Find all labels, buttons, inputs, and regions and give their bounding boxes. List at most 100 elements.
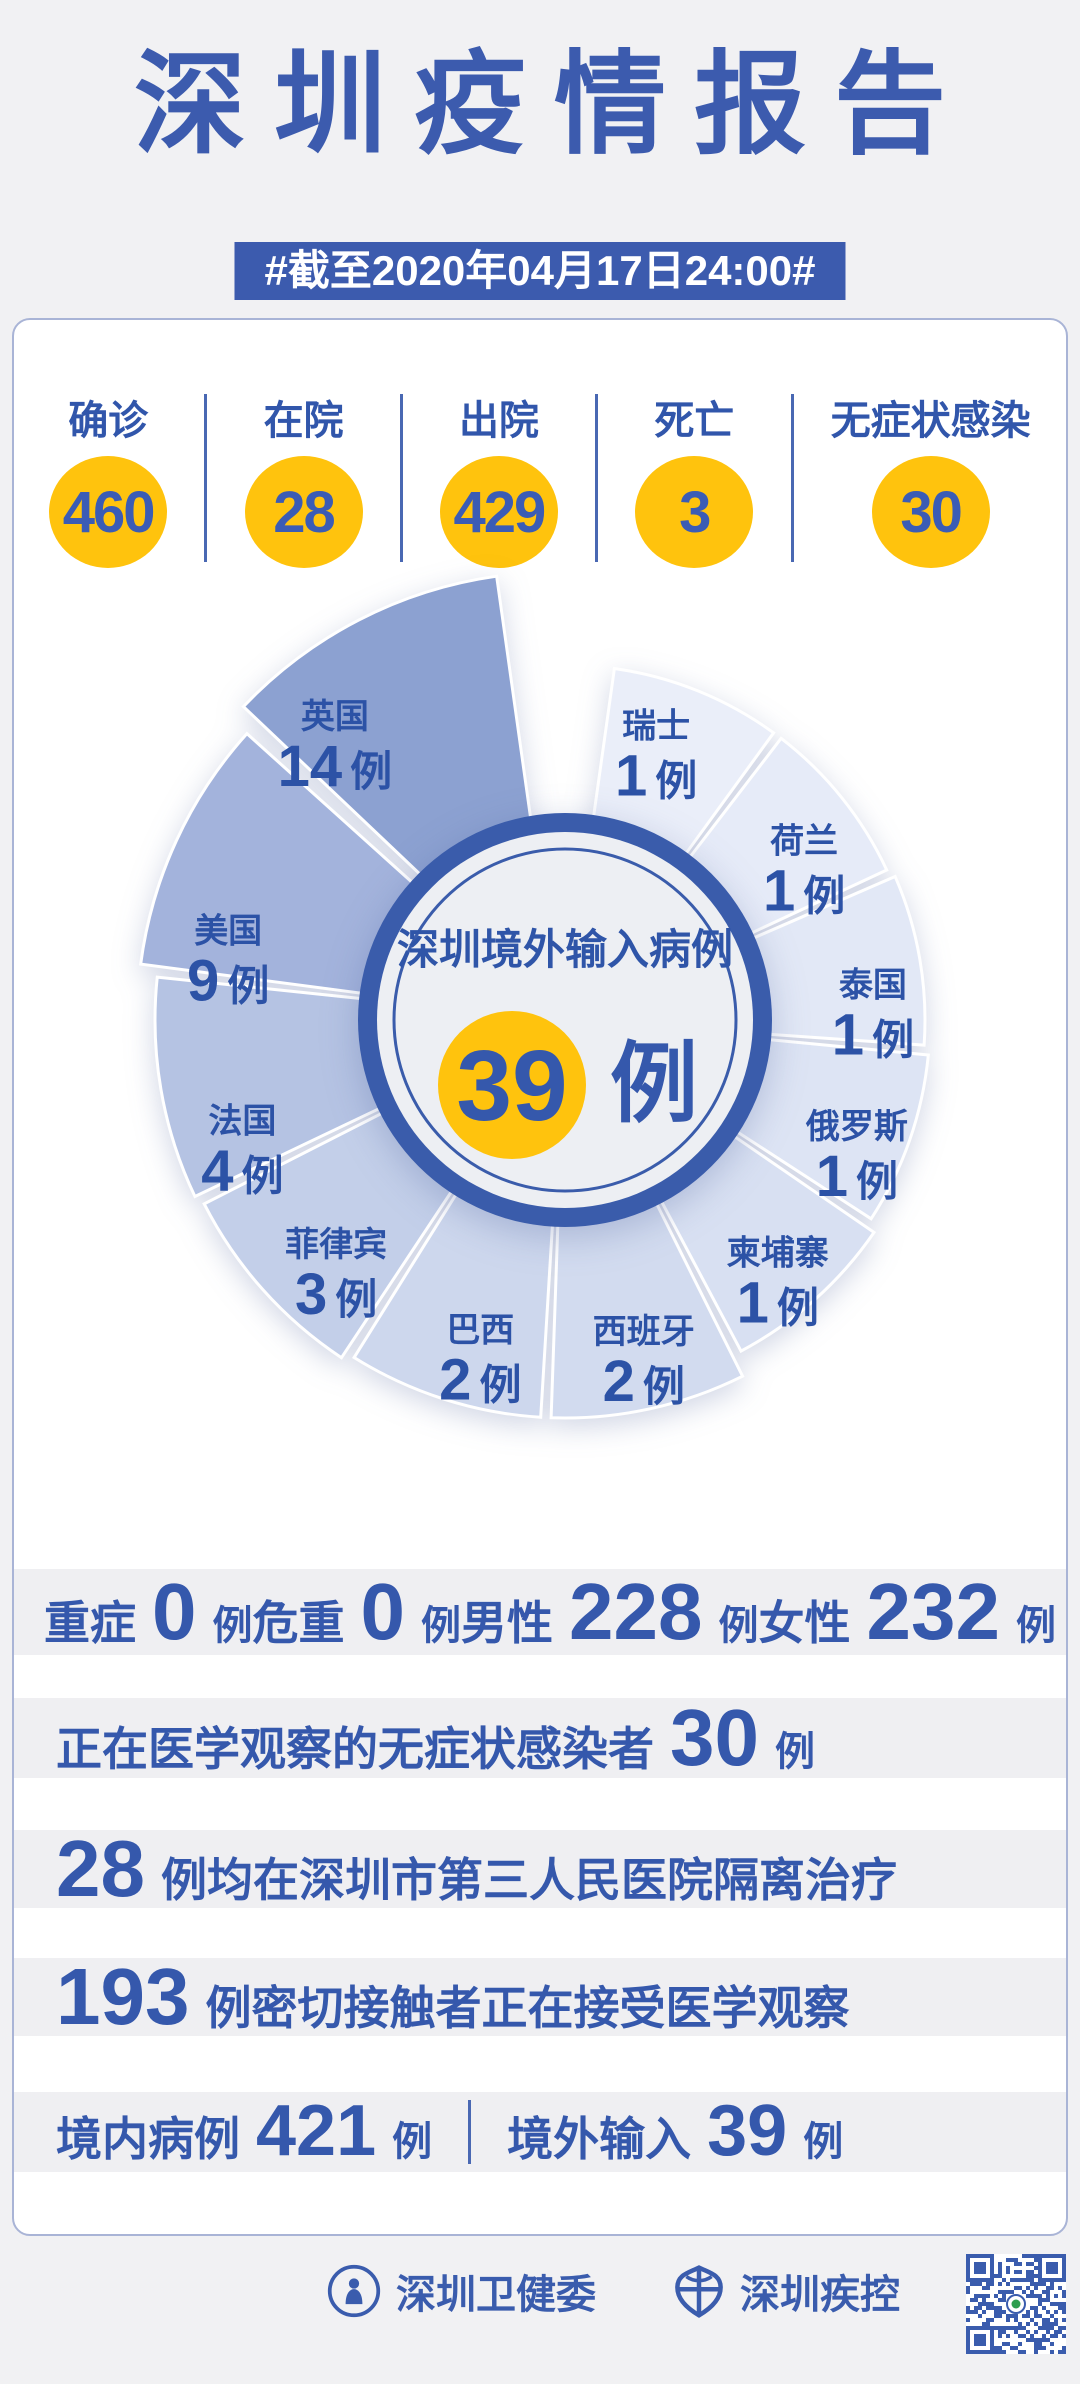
stat-value: 28 [273,479,335,545]
stat-label: 女性 [758,1596,851,1649]
stat-unit: 例 [1015,1603,1056,1648]
hospital-stat: 28 例均在深圳市第三人民医院隔离治疗 [56,1823,897,1913]
stat-value: 193 [56,1951,190,2041]
slice-label-name: 英国 [301,698,369,736]
summary-stats-row: 确诊 460 在院 28 出院 429 死亡 3 无症状 [12,388,1068,568]
stat-label: 重症 [44,1596,136,1649]
chart-title: 深圳境外输入病例 [397,926,733,973]
stat-circle: 3 [635,456,754,568]
page-title: 深圳疫情报告 [134,42,974,167]
cdc-logo-icon [675,2265,723,2318]
stat-label: 在院 [263,399,344,443]
stat-value: 460 [62,479,156,545]
severe-stat: 重症 0 例 [44,1566,253,1656]
stat-value: 28 [56,1823,145,1913]
contacts-row: 193 例密切接触者正在接受医学观察 [14,1951,1066,2041]
severity-gender-row: 重症 0 例 危重 0 例 男性 228 例 女性 232 例 [14,1569,1066,1655]
stat-label: 正在医学观察的无症状感染者 [56,1722,654,1775]
slice-label-name: 俄罗斯 [805,1108,908,1146]
stat-value: 3 [679,479,711,545]
qr-code [966,2254,1066,2359]
contacts-stat: 193 例密切接触者正在接受医学观察 [56,1951,850,2041]
qr-code-image [966,2254,1066,2354]
slice-label-name: 菲律宾 [285,1226,387,1264]
stat-circle: 429 [439,456,558,568]
stat-label: 确诊 [68,399,149,443]
divider [204,394,208,562]
stat-circle: 460 [49,456,168,568]
domestic-stat: 境内病例 421 例 [56,2095,432,2169]
critical-stat: 危重 0 例 [253,1566,462,1656]
divider [399,394,403,562]
slice-label-name: 法国 [208,1102,276,1140]
stat-label: 例均在深圳市第三人民医院隔离治疗 [160,1853,897,1906]
imported-stat: 境外输入 39 例 [507,2095,843,2169]
divider [595,394,599,562]
slice-label-name: 西班牙 [593,1313,695,1351]
footer-org-health-commission: 深圳卫健委 [326,2262,596,2320]
stat-deaths: 死亡 3 [635,388,754,568]
date-banner: #截至2020年04月17日24:00# [234,242,846,300]
stat-value: 30 [900,479,962,545]
slice-label-name: 荷兰 [770,823,838,861]
stat-label: 境内病例 [56,2113,240,2165]
divider [790,394,794,562]
center-ring-inner [392,847,738,1193]
stat-circle: 30 [871,456,990,568]
chart-center: 深圳境外输入病例 39 例 [358,813,772,1227]
stat-value: 429 [453,479,547,545]
stat-value: 0 [360,1566,406,1656]
center-disc [377,832,753,1208]
divider [468,2100,472,2164]
chart-center-unit: 例 [610,1034,698,1133]
slice-label-name: 美国 [194,913,262,951]
chart-center-value: 39 [456,1030,567,1142]
center-value-badge [438,1011,586,1159]
footer-org-cdc: 深圳疾控 [672,2262,900,2320]
stat-unit: 例 [212,1603,253,1648]
slice-label-name: 巴西 [446,1312,514,1350]
stat-unit: 例 [421,1603,461,1648]
health-commission-logo-icon [327,2264,381,2318]
stat-label: 出院 [458,399,539,443]
slice-label-name: 瑞士 [622,707,690,745]
male-stat: 男性 228 例 [461,1571,759,1653]
footer-org-label: 深圳卫健委 [396,2273,596,2317]
stat-unit: 例 [718,1603,759,1648]
stat-value: 30 [670,1692,759,1782]
stat-circle: 28 [244,456,363,568]
stat-discharged: 出院 429 [439,388,558,568]
slice-label-count: 14 例 [278,734,393,799]
stat-value: 39 [707,2091,788,2171]
origin-row: 境内病例 421 例 境外输入 39 例 [14,2092,1066,2172]
stat-value: 232 [866,1566,1000,1656]
hospital-row: 28 例均在深圳市第三人民医院隔离治疗 [14,1823,1066,1913]
stat-in-hospital: 在院 28 [244,388,363,568]
stat-label: 男性 [461,1596,553,1649]
stat-label: 死亡 [654,399,735,443]
observation-stat: 正在医学观察的无症状感染者 30 例 [56,1692,815,1782]
stat-value: 421 [256,2091,377,2171]
female-stat: 女性 232 例 [758,1566,1056,1656]
stat-unit: 例 [803,2120,844,2164]
footer-org-label: 深圳疾控 [740,2273,900,2317]
observation-row: 正在医学观察的无症状感染者 30 例 [14,1692,1066,1782]
stat-value: 0 [152,1566,197,1656]
stat-asymptomatic: 无症状感染 30 [831,388,1031,568]
stat-confirmed: 确诊 460 [49,388,168,568]
slice-label-name: 柬埔寨 [727,1235,829,1273]
stat-label: 例密切接触者正在接受医学观察 [205,1981,850,2034]
slice-label-name: 泰国 [839,967,907,1005]
